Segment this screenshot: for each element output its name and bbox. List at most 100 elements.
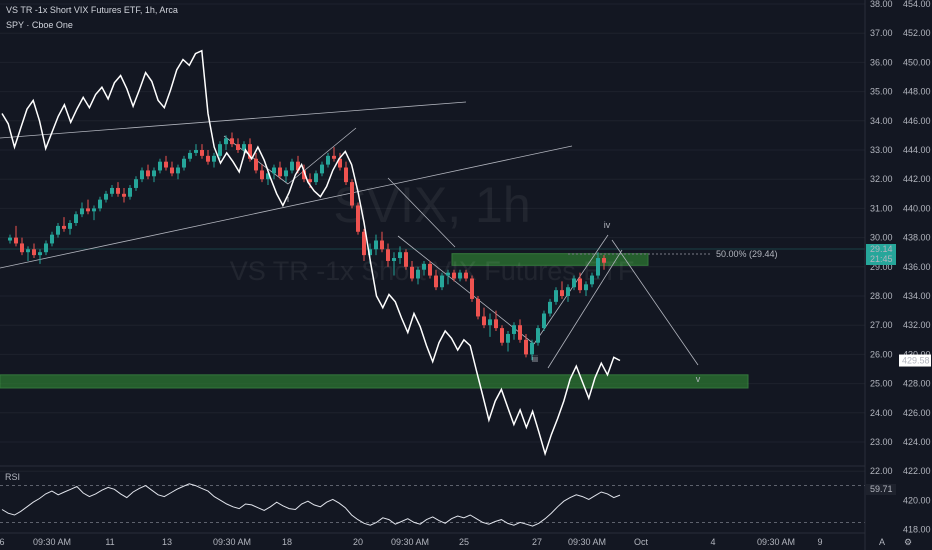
candle-body: [164, 161, 168, 168]
time-tick-label: 11: [105, 537, 114, 547]
projection-to-v: [611, 239, 699, 366]
candle-body: [320, 164, 324, 174]
time-tick-label: Oct: [634, 537, 649, 547]
candle-body: [80, 208, 84, 215]
candle-body: [404, 252, 408, 267]
time-tick-label: 09:30 AM: [33, 537, 71, 547]
candle-body: [62, 225, 66, 229]
right-tick-label: 448.00: [903, 87, 931, 97]
spy-tag-bg: [899, 354, 931, 367]
candle-body: [506, 333, 510, 343]
candle-body: [140, 170, 144, 180]
candle-body: [290, 161, 294, 171]
candle-body: [416, 269, 420, 279]
candle-body: [98, 199, 102, 209]
candle-body: [530, 342, 534, 355]
spy-close-tag: 429.58: [902, 356, 930, 366]
right-tick-label: 426.00: [903, 408, 931, 418]
candle-body: [200, 150, 204, 156]
svix-close-tag-bg: [866, 244, 896, 255]
candle-body: [314, 173, 318, 183]
right-tick-label: 452.00: [903, 28, 931, 38]
candle-body: [596, 258, 600, 276]
left-tick-label: 24.00: [870, 408, 893, 418]
candle-body: [32, 249, 36, 256]
right-tick-label: 442.00: [903, 174, 931, 184]
right-tick-label: 418.00: [903, 525, 931, 535]
candle-body: [284, 170, 288, 177]
candle-body: [584, 284, 588, 291]
left-tick-label: 27.00: [870, 320, 893, 330]
candle-body: [194, 150, 198, 153]
candle-body: [500, 328, 504, 343]
candle-body: [368, 249, 372, 256]
upper-trendline: [0, 101, 467, 139]
watermark-ticker: SVIX, 1h: [333, 177, 530, 233]
candle-body: [86, 208, 90, 212]
rsi-value-tag-bg: [866, 484, 896, 495]
candle-body: [224, 138, 228, 145]
rsi-line: [1, 483, 621, 527]
candle-body: [236, 144, 240, 150]
rsi-label: RSI: [5, 472, 20, 482]
svix-candles: [8, 132, 606, 361]
candle-body: [230, 138, 234, 145]
wave-label: iv: [604, 220, 611, 230]
candle-body: [218, 144, 222, 156]
candle-body: [422, 263, 426, 270]
time-tick-label: 09:30 AM: [391, 537, 429, 547]
candle-body: [92, 208, 96, 212]
right-tick-label: 432.00: [903, 320, 931, 330]
svix-close-tag: 29.14: [870, 244, 893, 254]
auto-scale-button[interactable]: A: [879, 537, 885, 547]
candle-body: [332, 155, 336, 159]
candle-body: [44, 243, 48, 253]
candle-body: [398, 252, 402, 259]
candle-body: [380, 240, 384, 250]
wave-ii-leg: [287, 127, 357, 185]
svix-countdown-tag-bg: [866, 255, 896, 265]
candle-body: [116, 187, 120, 194]
candle-body: [206, 155, 210, 162]
price-axis[interactable]: [865, 0, 932, 550]
candle-body: [176, 167, 180, 174]
time-tick-label: 27: [532, 537, 542, 547]
candle-body: [278, 167, 282, 177]
spy-line: [1, 49, 621, 457]
zones: 50.00% (29.44): [0, 248, 865, 389]
time-axis[interactable]: 6 09:30 AM 11 13 09:30 AM 18 20 09:30 AM 25 27 09:…: [0, 537, 823, 547]
left-tick-label: 29.00: [870, 262, 893, 272]
lower-trendline: [0, 145, 573, 269]
left-tick-label: 32.00: [870, 174, 893, 184]
candle-body: [122, 193, 126, 197]
right-tick-label: 444.00: [903, 145, 931, 155]
time-tick-label: 6: [0, 537, 5, 547]
candle-body: [344, 167, 348, 183]
candle-body: [170, 167, 174, 174]
candle-body: [572, 278, 576, 288]
candle-body: [14, 237, 18, 244]
candle-body: [260, 170, 264, 180]
candle-body: [566, 287, 570, 296]
right-tick-label: 436.00: [903, 262, 931, 272]
candle-body: [548, 301, 552, 314]
settings-icon[interactable]: ⚙: [904, 537, 912, 547]
candle-body: [158, 161, 162, 171]
candle-body: [68, 223, 72, 229]
candle-body: [428, 263, 432, 276]
candle-body: [392, 258, 396, 261]
candle-body: [440, 275, 444, 288]
trendlines: [0, 101, 699, 369]
right-tick-label: 428.00: [903, 379, 931, 389]
right-tick-label: 450.00: [903, 57, 931, 67]
wave-iv-channel-bottom: [547, 249, 623, 369]
right-tick-label: 420.00: [903, 495, 931, 505]
left-tick-label: 38.00: [870, 0, 893, 9]
candle-body: [326, 155, 330, 165]
left-tick-label: 31.00: [870, 203, 893, 213]
left-tick-label: 22.00: [870, 466, 893, 476]
candle-body: [590, 275, 594, 285]
left-tick-label: 30.00: [870, 233, 893, 243]
